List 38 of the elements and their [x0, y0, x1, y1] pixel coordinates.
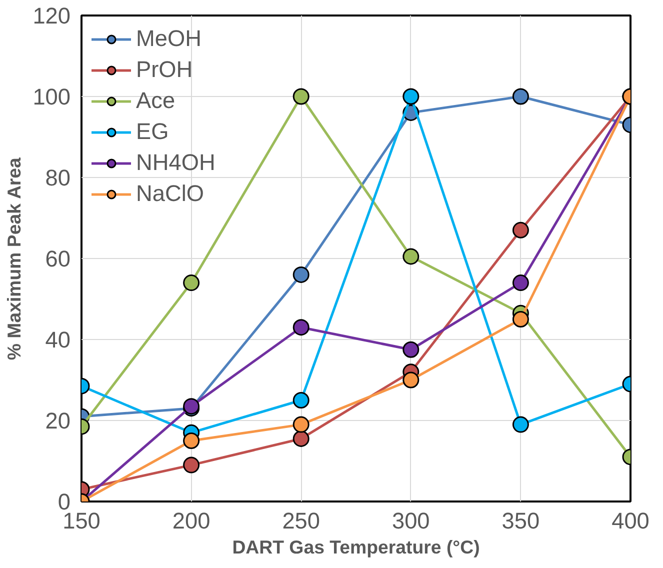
y-axis-title: % Maximum Peak Area [4, 156, 25, 360]
point [512, 274, 529, 292]
point [512, 222, 529, 238]
legend-label: PrOH [136, 56, 193, 83]
point [183, 456, 200, 474]
point [402, 372, 420, 388]
x-tick-label: 300 [392, 508, 430, 534]
x-tick-label: 350 [502, 508, 540, 534]
x-axis-title: DART Gas Temperature (°C) [232, 536, 480, 558]
y-tick-label: 80 [45, 164, 70, 190]
y-tick-label: 0 [58, 488, 71, 514]
y-tick-label: 60 [45, 246, 70, 272]
point [292, 266, 310, 283]
legend-label: EG [136, 118, 169, 145]
point [183, 432, 200, 449]
legend-label: NaClO [136, 180, 204, 207]
point [292, 416, 310, 433]
y-tick-label: 100 [32, 84, 71, 110]
y-tick-label: 120 [32, 2, 71, 28]
x-tick-label: 400 [612, 508, 650, 534]
legend-label: MeOH [136, 25, 202, 52]
y-tick-label: 40 [45, 326, 70, 352]
point [292, 392, 310, 408]
point [183, 274, 200, 292]
point [512, 311, 529, 328]
x-tick-label: 250 [282, 508, 320, 534]
point [512, 416, 529, 433]
point [292, 430, 310, 447]
point [402, 88, 420, 105]
point [512, 88, 529, 105]
legend-label: Ace [136, 87, 176, 114]
y-tick-label: 20 [45, 408, 70, 434]
legend-label: NH4OH [136, 149, 216, 176]
x-tick-label: 200 [172, 508, 210, 534]
point [402, 341, 420, 358]
point [402, 248, 420, 265]
point [292, 88, 310, 105]
point [292, 319, 310, 336]
